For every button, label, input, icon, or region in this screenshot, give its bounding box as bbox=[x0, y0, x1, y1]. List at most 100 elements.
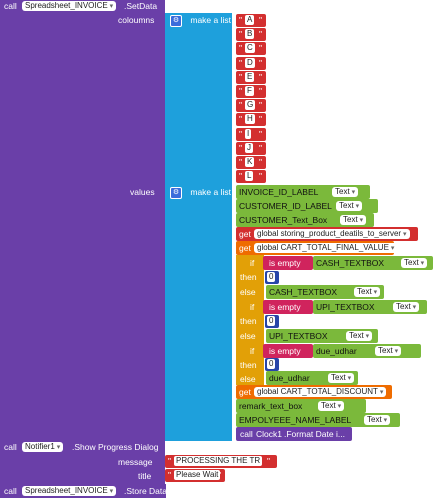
zero-value[interactable]: 0 bbox=[267, 359, 276, 369]
make-list-label: make a list bbox=[190, 15, 231, 25]
due-udhar-text-block[interactable]: due_udhar Text bbox=[313, 344, 421, 358]
text-property-dropdown[interactable]: Text bbox=[328, 373, 355, 383]
column-string-block[interactable]: " C " bbox=[236, 42, 266, 56]
title-string-block[interactable]: " Please Wait " bbox=[165, 469, 225, 482]
global-cart-total-dropdown[interactable]: global CART_TOTAL_FINAL_VALUE bbox=[254, 243, 398, 253]
clock-format-date-block[interactable]: call Clock1 .Format Date i... bbox=[236, 427, 352, 441]
get-label: get bbox=[239, 229, 251, 239]
column-string-block[interactable]: " F " bbox=[236, 85, 266, 98]
text-property-dropdown[interactable]: Text bbox=[332, 187, 359, 197]
is-empty-block[interactable]: is empty bbox=[263, 344, 313, 358]
column-string-block[interactable]: " G " bbox=[236, 99, 266, 113]
cash-textbox-else-block[interactable]: CASH_TEXTBOX Text bbox=[266, 285, 384, 299]
if-upi-block[interactable] bbox=[236, 299, 264, 345]
cash-textbox-label: CASH_TEXTBOX bbox=[269, 287, 338, 297]
customer-text-box-text-block[interactable]: CUSTOMER_Text_Box Text bbox=[236, 213, 374, 227]
is-empty-block[interactable]: is empty bbox=[263, 300, 313, 314]
title-value[interactable]: Please Wait bbox=[174, 470, 221, 480]
is-empty-label: is empty bbox=[269, 346, 301, 356]
get-label: get bbox=[239, 387, 251, 397]
zero-value[interactable]: 0 bbox=[267, 272, 276, 282]
call-label: call bbox=[4, 486, 17, 496]
upi-textbox-else-block[interactable]: UPI_TEXTBOX Text bbox=[266, 329, 378, 343]
upi-textbox-text-block[interactable]: UPI_TEXTBOX Text bbox=[313, 300, 427, 314]
text-property-dropdown[interactable]: Text bbox=[393, 302, 420, 312]
make-list-label: make a list bbox=[190, 187, 231, 197]
gear-icon[interactable]: ⚙ bbox=[170, 186, 182, 199]
gear-icon[interactable]: ⚙ bbox=[170, 14, 182, 27]
if-due-udhar-block[interactable] bbox=[236, 343, 264, 385]
remark-text-box-text-block[interactable]: remark_text_box Text bbox=[236, 399, 366, 413]
invoice-id-label: INVOICE_ID_LABEL bbox=[239, 187, 319, 197]
number-zero-block[interactable]: 0 bbox=[265, 315, 279, 328]
number-zero-block[interactable]: 0 bbox=[265, 271, 279, 284]
notifier1-dropdown[interactable]: Notifier1 bbox=[22, 442, 64, 452]
text-property-dropdown[interactable]: Text bbox=[375, 346, 402, 356]
else-label: else bbox=[240, 374, 256, 384]
global-cart-discount-dropdown[interactable]: global CART_TOTAL_DISCOUNT bbox=[254, 387, 387, 397]
message-value[interactable]: PROCESSING THE TR bbox=[174, 456, 263, 466]
call-label: call bbox=[4, 1, 17, 11]
column-letter[interactable]: I bbox=[245, 128, 252, 139]
number-zero-block[interactable]: 0 bbox=[265, 358, 279, 371]
else-label: else bbox=[240, 287, 256, 297]
column-string-block[interactable]: " E " bbox=[236, 70, 266, 84]
then-label: then bbox=[240, 272, 257, 282]
column-string-block[interactable]: " K " bbox=[236, 156, 266, 169]
column-letter[interactable]: L bbox=[245, 171, 254, 182]
employee-name-label: EMPOLYEEE_NAME_LABEL bbox=[239, 415, 352, 425]
column-letter[interactable]: H bbox=[245, 114, 255, 125]
column-letter[interactable]: A bbox=[245, 15, 255, 25]
get-global-cart-total-block[interactable]: get global CART_TOTAL_FINAL_VALUE bbox=[236, 241, 398, 255]
cash-textbox-label: CASH_TEXTBOX bbox=[316, 258, 385, 268]
column-letter[interactable]: J bbox=[245, 142, 253, 153]
column-string-block[interactable]: " L " bbox=[236, 170, 266, 184]
invoice-id-label-text-block[interactable]: INVOICE_ID_LABEL Text bbox=[236, 185, 370, 199]
column-letter[interactable]: B bbox=[245, 29, 255, 40]
column-string-block[interactable]: " D " bbox=[236, 56, 266, 70]
remark-text-box-label: remark_text_box bbox=[239, 401, 303, 411]
column-string-block[interactable]: " B " bbox=[236, 28, 266, 42]
setdata-block[interactable] bbox=[0, 0, 165, 440]
column-string-block[interactable]: " J " bbox=[236, 141, 266, 155]
employee-name-label-text-block[interactable]: EMPOLYEEE_NAME_LABEL Text bbox=[236, 413, 400, 427]
column-letter[interactable]: E bbox=[245, 71, 255, 82]
spreadsheet-invoice-dropdown[interactable]: Spreadsheet_INVOICE bbox=[22, 486, 117, 496]
get-global-cart-discount-block[interactable]: get global CART_TOTAL_DISCOUNT bbox=[236, 385, 392, 399]
due-udhar-else-block[interactable]: due_udhar Text bbox=[266, 371, 358, 385]
customer-id-label-text-block[interactable]: CUSTOMER_ID_LABEL Text bbox=[236, 199, 378, 213]
columns-make-list-block[interactable] bbox=[165, 13, 232, 185]
column-letter[interactable]: C bbox=[245, 43, 255, 54]
is-empty-block[interactable]: is empty bbox=[263, 256, 313, 270]
then-label: then bbox=[240, 316, 257, 326]
text-property-dropdown[interactable]: Text bbox=[364, 415, 391, 425]
text-property-dropdown[interactable]: Text bbox=[401, 258, 428, 268]
text-property-dropdown[interactable]: Text bbox=[336, 201, 363, 211]
if-label: if bbox=[250, 258, 255, 268]
if-cash-block[interactable] bbox=[236, 255, 264, 301]
column-letter[interactable]: G bbox=[245, 100, 256, 111]
text-property-dropdown[interactable]: Text bbox=[354, 287, 381, 297]
column-string-block[interactable]: " I " bbox=[236, 127, 266, 141]
values-make-list-header: ⚙ make a list bbox=[170, 186, 231, 199]
if-label: if bbox=[250, 346, 255, 356]
column-letter[interactable]: F bbox=[245, 86, 254, 96]
zero-value[interactable]: 0 bbox=[267, 316, 276, 326]
column-string-block[interactable]: " H " bbox=[236, 113, 266, 127]
values-make-list-block[interactable] bbox=[165, 185, 232, 441]
column-letter[interactable]: K bbox=[245, 157, 255, 167]
text-property-dropdown[interactable]: Text bbox=[346, 331, 373, 341]
column-string-block[interactable]: " A " bbox=[236, 14, 266, 27]
spreadsheet-invoice-dropdown[interactable]: Spreadsheet_INVOICE bbox=[22, 1, 117, 11]
column-letter[interactable]: D bbox=[245, 57, 255, 68]
else-label: else bbox=[240, 331, 256, 341]
store-data-block[interactable]: call Spreadsheet_INVOICE .Store Data bbox=[0, 484, 167, 498]
global-storing-dropdown[interactable]: global storing_product_deatils_to_server bbox=[254, 229, 410, 239]
text-property-dropdown[interactable]: Text bbox=[318, 401, 345, 411]
get-global-storing-block[interactable]: get global storing_product_deatils_to_se… bbox=[236, 227, 418, 241]
cash-textbox-text-block[interactable]: CASH_TEXTBOX Text bbox=[313, 256, 433, 270]
message-string-block[interactable]: " PROCESSING THE TR " bbox=[165, 455, 277, 468]
store-data-method: .Store Data bbox=[124, 486, 167, 496]
text-property-dropdown[interactable]: Text bbox=[340, 215, 367, 225]
is-empty-label: is empty bbox=[269, 302, 301, 312]
